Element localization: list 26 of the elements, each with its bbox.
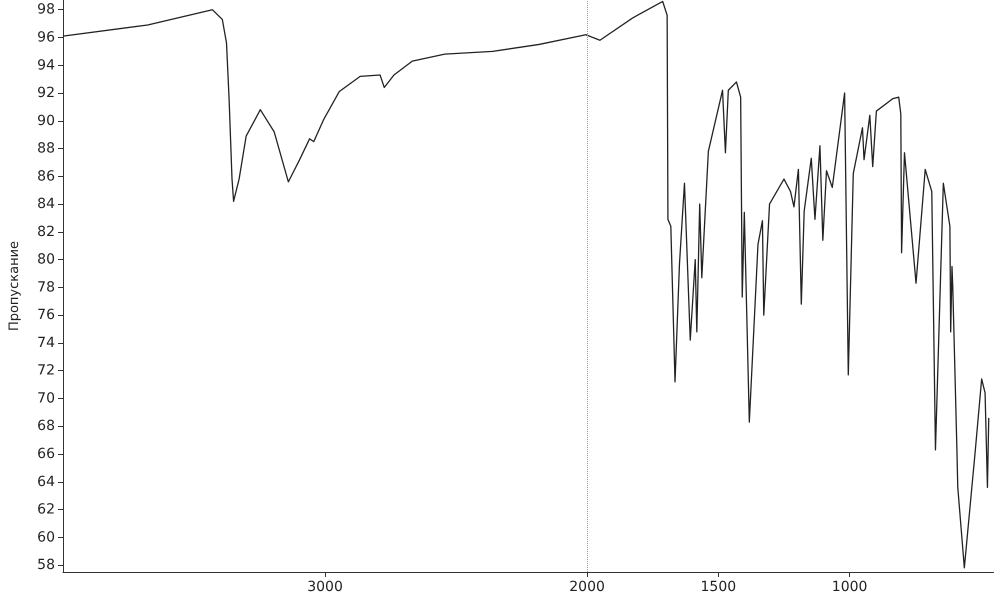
y-tick-label: 68 <box>37 418 55 434</box>
y-tick-label: 70 <box>37 390 55 406</box>
y-tick-label: 84 <box>37 196 56 212</box>
y-tick-label: 74 <box>37 334 56 351</box>
y-tick-label: 64 <box>37 474 56 490</box>
y-tick-label: 94 <box>37 57 56 74</box>
x-tick-label: 3000 <box>307 579 343 594</box>
y-tick-label: 78 <box>37 279 55 296</box>
x-tick-label: 1000 <box>832 579 868 594</box>
y-tick-label: 90 <box>37 112 55 129</box>
y-tick-label: 86 <box>37 168 56 184</box>
y-tick-label: 80 <box>37 252 55 268</box>
y-axis-title: Пропускание <box>7 240 22 332</box>
y-tick-label: 60 <box>37 529 55 546</box>
y-tick-label: 62 <box>37 502 55 518</box>
y-tick-label: 98 <box>37 2 55 18</box>
y-tick-label: 82 <box>37 224 55 240</box>
y-tick-label: 92 <box>37 85 55 102</box>
y-tick-label: 76 <box>37 307 56 324</box>
y-tick-label: 58 <box>37 557 55 574</box>
x-tick-label: 2000 <box>569 579 605 594</box>
y-tick-label: 66 <box>37 446 56 462</box>
y-tick-label: 88 <box>37 140 55 157</box>
x-tick-label: 1500 <box>700 579 736 594</box>
y-tick-label: 72 <box>37 362 55 379</box>
y-tick-label: 96 <box>37 29 56 46</box>
